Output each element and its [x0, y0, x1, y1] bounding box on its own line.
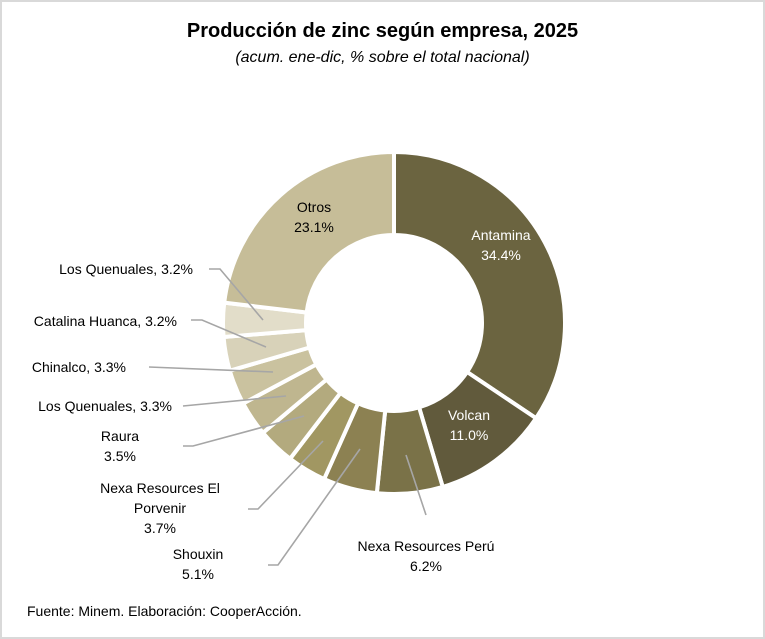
data-label-line: 3.5% — [104, 448, 136, 464]
data-label-line: Porvenir — [134, 500, 186, 516]
data-label-line: 6.2% — [410, 558, 442, 574]
data-label-line: 34.4% — [481, 247, 521, 263]
data-label-line: Catalina Huanca, 3.2% — [34, 313, 177, 329]
leader-line-catalina-huanca-8 — [191, 319, 267, 348]
data-label-raura-5: Raura 3.5% — [101, 428, 139, 464]
data-label-nexa-resources-peru-2: Nexa Resources Perú 6.2% — [358, 538, 495, 574]
slice-antamina-0 — [392, 149, 567, 422]
data-label-line: 5.1% — [182, 566, 214, 582]
data-label-line: Antamina — [471, 227, 530, 243]
data-label-chinalco-7: Chinalco, 3.3% — [32, 359, 126, 375]
data-label-shouxin-3: Shouxin 5.1% — [173, 546, 224, 582]
leader-line-los-quenuales-6 — [182, 395, 287, 407]
data-label-line: Chinalco, 3.3% — [32, 359, 126, 375]
data-label-line: 3.7% — [144, 520, 176, 536]
data-label-los-quenuales-6: Los Quenuales, 3.3% — [38, 398, 172, 414]
data-label-line: Los Quenuales, 3.3% — [38, 398, 172, 414]
data-label-line: Raura — [101, 428, 139, 444]
chart-subtitle: (acum. ene-dic, % sobre el total naciona… — [235, 49, 530, 66]
data-label-otros-10: Otros 23.1% — [294, 199, 334, 235]
data-label-antamina-0: Antamina 34.4% — [471, 227, 530, 263]
chart-source: Fuente: Minem. Elaboración: CooperAcción… — [27, 603, 302, 619]
data-label-line: Shouxin — [173, 546, 224, 562]
data-label-line: Nexa Resources Perú — [358, 538, 495, 554]
data-label-line: 23.1% — [294, 219, 334, 235]
data-label-catalina-huanca-8: Catalina Huanca, 3.2% — [34, 313, 177, 329]
leader-line-nexa-resources-el-porvenir-4 — [248, 440, 324, 510]
chart-title: Producción de zinc según empresa, 2025 — [186, 20, 579, 42]
leader-line-raura-5 — [183, 415, 305, 447]
donut-slices — [221, 149, 567, 496]
data-label-line: Nexa Resources El — [100, 480, 220, 496]
data-label-volcan-1: Volcan 11.0% — [448, 407, 490, 443]
slice-otros-10 — [221, 149, 396, 315]
data-label-line: Los Quenuales, 3.2% — [59, 261, 193, 277]
data-label-nexa-resources-el-porvenir-4: Nexa Resources El Porvenir 3.7% — [100, 480, 220, 536]
data-label-line: 11.0% — [450, 427, 489, 443]
data-labels: Antamina 34.4% Volcan 11.0% Nexa Resources P… — [32, 199, 531, 582]
leader-lines — [148, 268, 427, 566]
leader-line-nexa-resources-peru-2 — [405, 454, 427, 516]
leader-line-shouxin-3 — [268, 448, 361, 566]
data-label-line: Otros — [297, 199, 331, 215]
data-label-los-quenuales-9: Los Quenuales, 3.2% — [59, 261, 193, 277]
leader-line-chinalco-7 — [148, 366, 274, 373]
leader-line-los-quenuales-9 — [209, 268, 264, 321]
data-label-line: Volcan — [448, 407, 490, 423]
